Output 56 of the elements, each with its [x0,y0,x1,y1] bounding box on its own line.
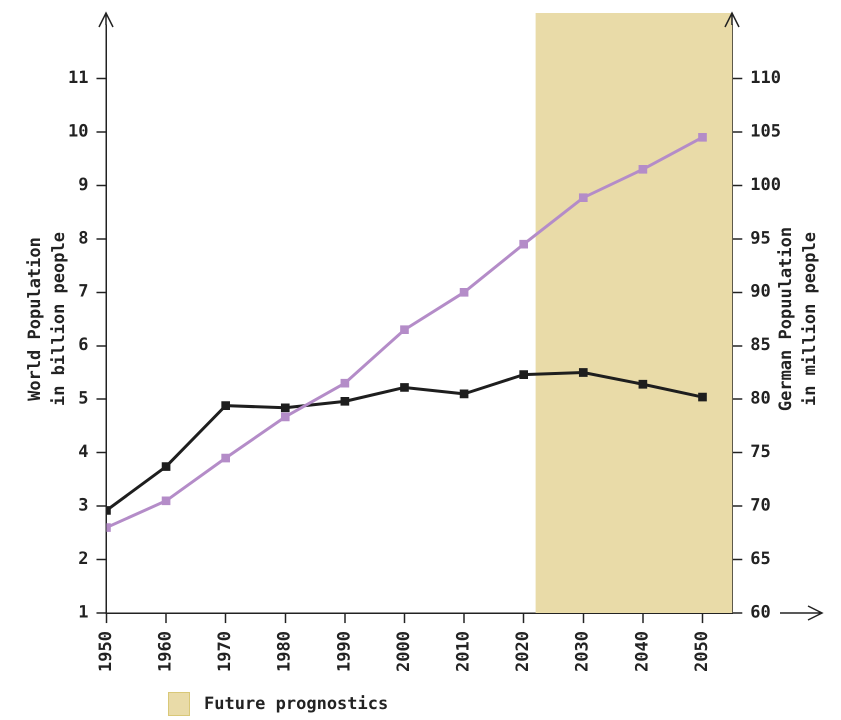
y2-tick-label: 95 [750,228,771,248]
point [280,412,290,422]
y-tick-label: 10 [68,121,88,142]
y2-tick-label: 70 [750,496,771,516]
point [162,462,170,471]
y-axis-title: World Population in billion people [25,232,69,406]
x-tick-label: 1960 [155,631,176,672]
y2-tick-label: 100 [750,174,782,195]
x-tick-label: 2030 [572,631,593,672]
y-tick-label: 5 [78,388,88,409]
point [519,240,528,249]
point [578,368,588,377]
x-tick-label: 2000 [394,631,414,672]
y-tick-label: 1 [78,602,88,622]
x-tick-label: 1950 [96,631,116,672]
y-tick-label: 3 [78,496,88,516]
point [638,380,648,389]
point [460,390,468,398]
y-tick-label: 9 [78,174,88,195]
point [578,193,588,202]
point [221,401,230,410]
x-tick-label: 1990 [334,631,354,672]
point [340,397,350,406]
point [162,496,170,506]
point [460,288,468,297]
y2-tick-label: 105 [750,121,782,142]
point [400,325,409,334]
y2-tick-label: 60 [750,602,771,622]
x-tick-label: 2050 [692,631,712,672]
point [638,165,648,174]
point [340,378,350,388]
y2-tick-label: 90 [750,282,771,302]
y2-tick-label: 75 [750,442,771,462]
legend-label: Future prognostics [204,694,388,714]
point [280,403,290,412]
point [698,132,707,142]
x-tick-label: 1980 [274,631,295,672]
point [519,370,528,379]
y-tick-label: 6 [78,335,88,356]
y2-tick-label: 65 [750,549,771,570]
y-tick-label: 7 [78,282,88,302]
y2-tick-label: 80 [750,388,771,409]
y-tick-label: 4 [78,442,88,462]
y2-tick-label: 85 [750,335,771,356]
x-tick-label: 2010 [454,631,474,672]
point [400,383,409,392]
y2-tick-label: 110 [750,68,782,88]
x-tick-label: 2040 [632,631,652,672]
y2-axis-title: German Popuulation in million people [776,226,820,412]
y-tick-label: 8 [78,228,88,248]
y-tick-label: 2 [78,549,88,570]
x-tick-label: 2020 [513,631,534,672]
point [698,392,707,402]
point [221,454,230,462]
x-tick-label: 1970 [215,631,236,672]
y-tick-label: 11 [68,68,88,88]
